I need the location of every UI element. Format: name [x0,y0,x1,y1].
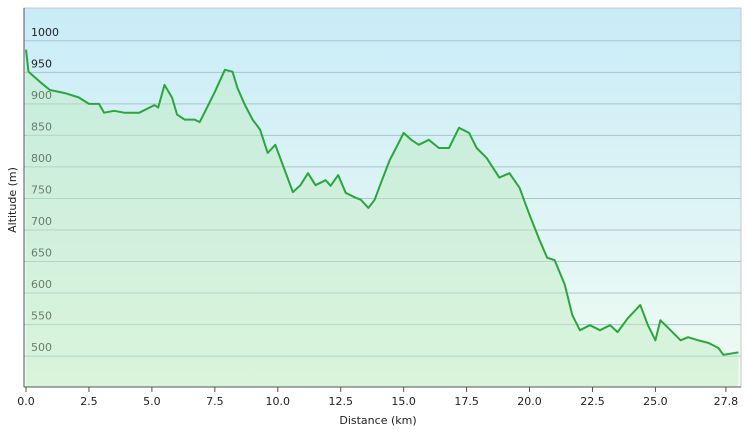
x-tick-label: 27.8 [714,395,739,408]
y-tick-label: 600 [31,278,52,291]
x-tick-label: 0.0 [17,395,35,408]
x-tick-label: 20.0 [517,395,542,408]
x-axis-label: Distance (km) [339,414,416,427]
y-tick-label: 950 [31,57,52,70]
y-tick-label: 650 [31,247,52,260]
area [26,49,739,387]
x-tick-label: 12.5 [328,395,353,408]
line [25,49,739,356]
x-tick-label: 22.5 [580,395,605,408]
y-tick-label: 750 [31,183,52,196]
y-tick-label: 550 [31,310,52,323]
x-tick-label: 25.0 [643,395,668,408]
y-tick-label: 900 [31,89,52,102]
y-tick-label: 1000 [31,26,59,39]
x-tick-label: 2.5 [80,395,98,408]
y-tick-label: 850 [31,120,52,133]
y-tick-label: 700 [31,215,52,228]
y-tick-label: 500 [31,341,52,354]
x-tick-label: 15.0 [391,395,416,408]
plot-background [23,7,742,388]
x-tick-label: 5.0 [143,395,161,408]
y-tick-label: 800 [31,152,52,165]
x-tick-label: 17.5 [454,395,479,408]
x-tick-label: 10.0 [266,395,291,408]
y-axis-label: Altitude (m) [6,167,19,233]
x-tick-label: 7.5 [206,395,224,408]
